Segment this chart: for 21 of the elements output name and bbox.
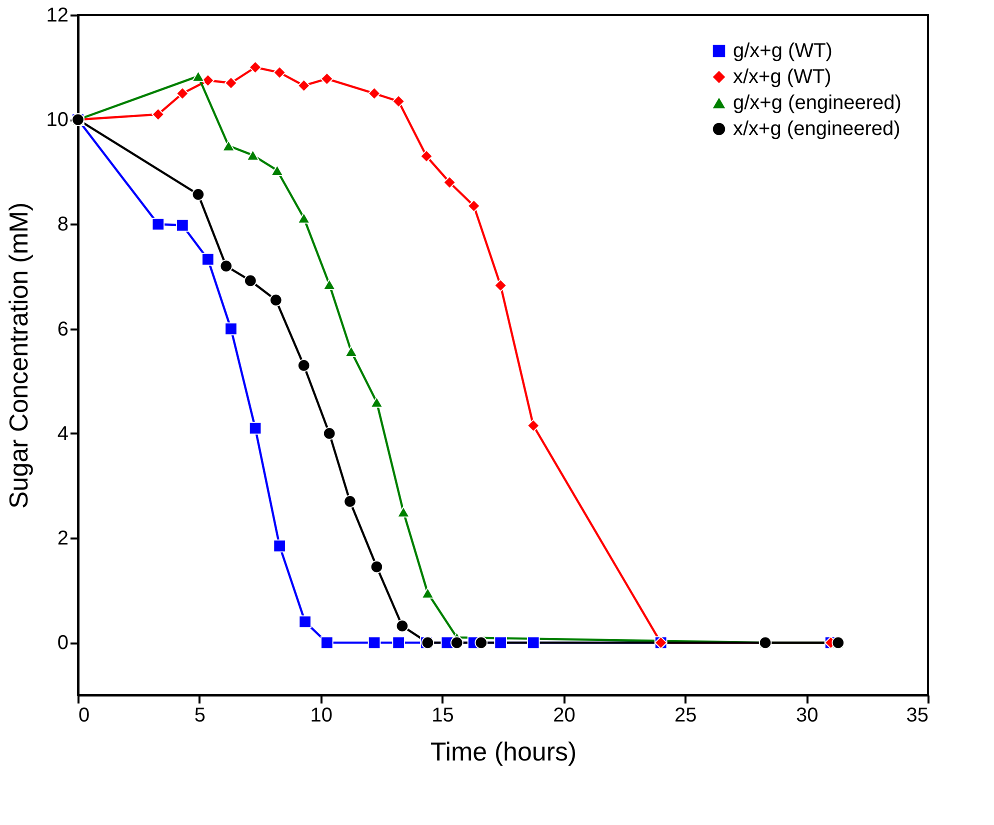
x-tick-label: 10 <box>310 704 332 726</box>
x-tick-label: 30 <box>796 704 818 726</box>
legend-label: g/x+g (WT) <box>733 40 832 62</box>
x-tick-label: 35 <box>906 704 928 726</box>
y-tick-label: 12 <box>46 4 68 26</box>
y-tick-label: 4 <box>57 422 68 445</box>
x-axis-title: Time (hours) <box>430 736 577 766</box>
legend-label: x/x+g (WT) <box>733 66 832 88</box>
x-tick-label: 5 <box>194 704 206 726</box>
x-tick-label: 15 <box>432 704 454 726</box>
y-tick-label: 0 <box>57 632 68 654</box>
legend-label: x/x+g (engineered) <box>733 118 900 140</box>
y-axis-title: Sugar Concentration (mM) <box>3 202 34 509</box>
y-tick-label: 2 <box>57 528 68 550</box>
y-tick-label: 6 <box>57 318 68 340</box>
y-tick-label: 10 <box>46 109 68 132</box>
y-tick-label: 8 <box>57 214 68 236</box>
x-tick-label: 0 <box>78 704 90 726</box>
legend-label: g/x+g (engineered) <box>733 92 902 114</box>
x-tick-label: 20 <box>553 704 576 726</box>
x-tick-label: 25 <box>674 704 697 726</box>
